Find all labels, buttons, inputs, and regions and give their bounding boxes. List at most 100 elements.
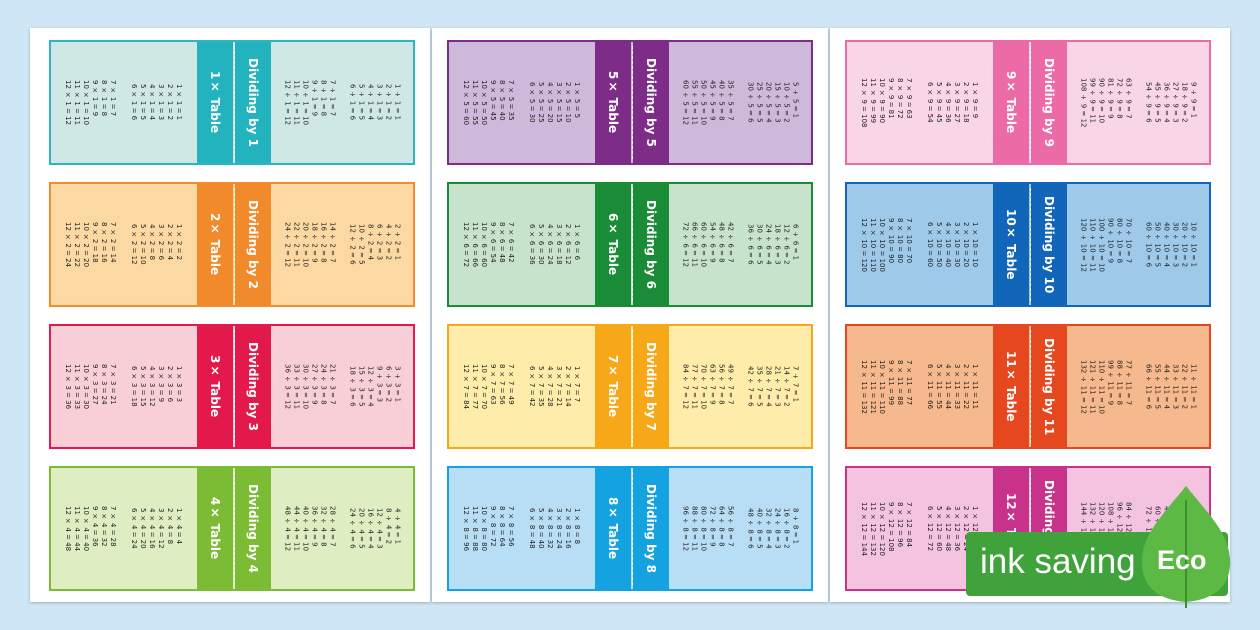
- times-table-card-9: 7 × 9 = 63 8 × 9 = 72 9 × 9 = 81 10 × 9 = 9…: [845, 40, 1211, 165]
- fact-line: 10 × 1 = 10: [82, 79, 90, 126]
- fact-line: 5 ÷ 5 = 1: [791, 82, 800, 119]
- fact-line: 63 ÷ 7 = 9: [708, 363, 717, 405]
- fact-line: 12 ÷ 4 = 3: [375, 508, 384, 549]
- fact-line: 9 ÷ 3 = 3: [375, 366, 384, 403]
- dividing-title-text: Dividing by 4: [246, 484, 260, 573]
- fact-line: 70 ÷ 10 = 7: [1124, 217, 1133, 263]
- fact-line: 30 ÷ 10 = 3: [1171, 221, 1180, 268]
- division-facts: 70 ÷ 10 = 7 80 ÷ 10 = 8 90 ÷ 10 = 9 100 ÷ 1…: [1067, 184, 1209, 305]
- fact-column: 7 × 10 = 70 8 × 10 = 80 9 × 10 = 90 10 × 10…: [859, 218, 913, 272]
- fact-line: 5 ÷ 1 = 5: [357, 84, 366, 121]
- fact-line: 3 ÷ 1 = 3: [375, 84, 384, 121]
- times-table-title: 9× Table: [993, 42, 1029, 163]
- multiplication-facts: 7 × 6 = 42 8 × 6 = 48 9 × 6 = 54 10 × 6 = 6…: [449, 184, 593, 305]
- fact-line: 96 ÷ 12 = 8: [1115, 501, 1124, 547]
- fact-line: 1 × 4 = 4: [175, 508, 183, 545]
- fact-line: 144 ÷ 12 = 12: [1079, 501, 1088, 556]
- fact-line: 42 ÷ 7 = 6: [746, 366, 755, 407]
- times-table-title-text: 11× Table: [1004, 351, 1018, 422]
- fact-line: 32 ÷ 8 = 4: [764, 508, 773, 549]
- fact-line: 121 ÷ 11 = 11: [1088, 359, 1097, 414]
- fact-line: 6 × 2 = 12: [130, 224, 138, 265]
- fact-line: 40 ÷ 4 = 10: [301, 505, 310, 552]
- fact-line: 2 × 3 = 6: [166, 366, 174, 403]
- fact-line: 7 × 7 = 49: [507, 363, 515, 405]
- fact-line: 11 × 1 = 11: [73, 79, 81, 126]
- fact-line: 9 × 2 = 18: [91, 221, 99, 263]
- fact-line: 120 ÷ 10 = 12: [1079, 217, 1088, 272]
- fact-line: 10 ÷ 1 = 10: [301, 79, 310, 126]
- fact-line: 2 × 12 = 24: [962, 505, 970, 552]
- fact-line: 4 × 7 = 28: [546, 366, 554, 407]
- fact-line: 49 ÷ 7 = 7: [726, 363, 735, 405]
- fact-line: 10 × 8 = 80: [480, 505, 488, 552]
- fact-line: 16 ÷ 4 = 4: [366, 508, 375, 549]
- fact-column: 70 ÷ 10 = 7 80 ÷ 10 = 8 90 ÷ 10 = 9 100 ÷ 1…: [1079, 218, 1133, 272]
- times-table-title: 7× Table: [595, 326, 631, 447]
- fact-line: 15 ÷ 3 = 5: [357, 366, 366, 407]
- division-facts: 63 ÷ 9 = 7 72 ÷ 9 = 8 81 ÷ 9 = 9 90 ÷ 9 = 1…: [1067, 42, 1209, 163]
- fact-line: 132 ÷ 11 = 12: [1079, 359, 1088, 414]
- fact-line: 42 ÷ 6 = 7: [726, 221, 735, 263]
- fact-line: 64 ÷ 8 = 8: [717, 505, 726, 547]
- fact-line: 10 × 6 = 60: [480, 221, 488, 268]
- fact-line: 56 ÷ 7 = 8: [717, 363, 726, 405]
- fact-line: 9 × 6 = 54: [489, 221, 497, 263]
- fact-line: 1 × 3 = 3: [175, 366, 183, 403]
- multiplication-facts: 7 × 8 = 56 8 × 8 = 64 9 × 8 = 72 10 × 8 = 8…: [449, 468, 593, 589]
- fact-line: 4 × 4 = 16: [148, 508, 156, 549]
- fact-column: 14 ÷ 2 = 7 16 ÷ 2 = 8 18 ÷ 2 = 9 20 ÷ 2 = 1…: [283, 222, 337, 267]
- fact-line: 40 ÷ 5 = 8: [717, 79, 726, 121]
- division-facts: 14 ÷ 2 = 7 16 ÷ 2 = 8 18 ÷ 2 = 9 20 ÷ 2 = 1…: [271, 184, 413, 305]
- multiplication-facts: 7 × 11 = 77 8 × 11 = 88 9 × 11 = 99 10 × 11…: [847, 326, 991, 447]
- times-table-card-2: 7 × 2 = 14 8 × 2 = 16 9 × 2 = 18 10 × 2 = 2…: [49, 182, 415, 307]
- fact-line: 10 ÷ 2 = 5: [357, 224, 366, 265]
- fact-line: 2 × 6 = 12: [564, 224, 572, 265]
- fact-line: 4 × 10 = 40: [944, 221, 952, 268]
- fact-line: 12 × 4 = 48: [64, 505, 72, 552]
- fact-line: 9 × 4 = 36: [91, 505, 99, 547]
- fact-column: 35 ÷ 5 = 7 40 ÷ 5 = 8 45 ÷ 5 = 9 50 ÷ 5 = 1…: [681, 80, 735, 125]
- fold-line: [632, 472, 633, 585]
- times-table-title: 11× Table: [993, 326, 1029, 447]
- fact-line: 90 ÷ 10 = 9: [1106, 217, 1115, 263]
- fact-line: 2 ÷ 1 = 2: [384, 84, 393, 121]
- fact-line: 33 ÷ 11 = 3: [1171, 363, 1180, 410]
- fact-line: 80 ÷ 10 = 8: [1115, 217, 1124, 263]
- fact-line: 36 ÷ 4 = 9: [310, 505, 319, 547]
- fact-line: 4 × 5 = 20: [546, 82, 554, 123]
- fact-line: 10 × 5 = 50: [480, 79, 488, 126]
- fact-line: 8 × 1 = 8: [100, 79, 108, 117]
- fact-line: 1 × 11 = 11: [971, 363, 979, 410]
- fact-line: 8 × 10 = 80: [896, 217, 904, 263]
- fact-line: 72 ÷ 12 = 6: [1144, 505, 1153, 552]
- fact-line: 12 × 11 = 132: [860, 359, 868, 414]
- fact-line: 2 × 10 = 20: [962, 221, 970, 268]
- fact-line: 72 ÷ 9 = 8: [1115, 77, 1124, 119]
- fact-line: 66 ÷ 11 = 6: [1144, 363, 1153, 410]
- fact-line: 44 ÷ 11 = 4: [1162, 363, 1171, 410]
- fact-line: 72 ÷ 8 = 9: [708, 505, 717, 547]
- fact-line: 30 ÷ 3 = 10: [301, 363, 310, 410]
- fact-line: 7 × 1 = 7: [109, 79, 117, 117]
- fact-line: 1 × 8 = 8: [573, 508, 581, 545]
- times-table-title: 1× Table: [197, 42, 233, 163]
- fact-column: 56 ÷ 8 = 7 64 ÷ 8 = 8 72 ÷ 8 = 9 80 ÷ 8 = 1…: [681, 506, 735, 551]
- fact-line: 9 × 11 = 99: [887, 359, 895, 405]
- times-table-title: 4× Table: [197, 468, 233, 589]
- fact-line: 12 × 7 = 84: [462, 363, 470, 410]
- fact-line: 81 ÷ 9 = 9: [1106, 77, 1115, 119]
- times-table-title-text: 2× Table: [208, 213, 222, 276]
- division-facts: 56 ÷ 8 = 7 64 ÷ 8 = 8 72 ÷ 8 = 9 80 ÷ 8 = 1…: [669, 468, 811, 589]
- fact-line: 10 × 11 = 110: [878, 359, 886, 414]
- times-table-title: 3× Table: [197, 326, 233, 447]
